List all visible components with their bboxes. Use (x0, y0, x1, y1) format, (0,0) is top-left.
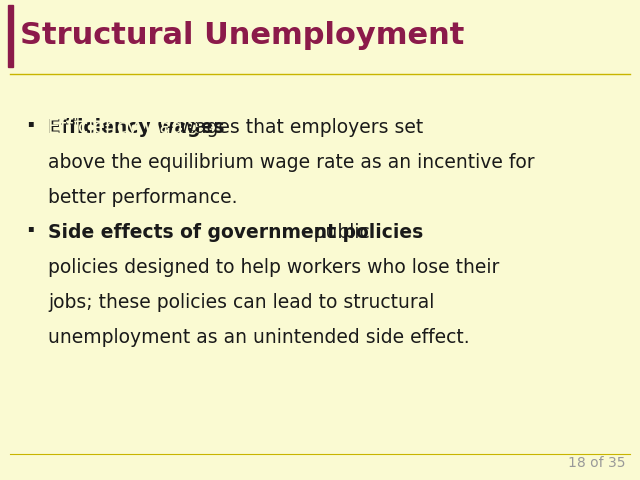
Text: Efficiency wages: Efficiency wages (48, 118, 225, 137)
Text: Efficiency wages - wages that employers set: Efficiency wages - wages that employers … (48, 118, 467, 137)
Text: above the equilibrium wage rate as an incentive for: above the equilibrium wage rate as an in… (48, 153, 534, 172)
Text: policies designed to help workers who lose their: policies designed to help workers who lo… (48, 258, 499, 277)
Text: - public: - public (295, 223, 370, 242)
Text: better performance.: better performance. (48, 188, 237, 207)
Text: ▪: ▪ (27, 223, 33, 233)
Text: - wages that employers set: - wages that employers set (161, 118, 423, 137)
Text: ▪: ▪ (27, 118, 33, 128)
Text: jobs; these policies can lead to structural: jobs; these policies can lead to structu… (48, 293, 435, 312)
Text: 18 of 35: 18 of 35 (568, 456, 626, 470)
Text: Structural Unemployment: Structural Unemployment (20, 22, 465, 50)
Text: unemployment as an unintended side effect.: unemployment as an unintended side effec… (48, 328, 470, 348)
Text: Side effects of government policies: Side effects of government policies (48, 223, 423, 242)
